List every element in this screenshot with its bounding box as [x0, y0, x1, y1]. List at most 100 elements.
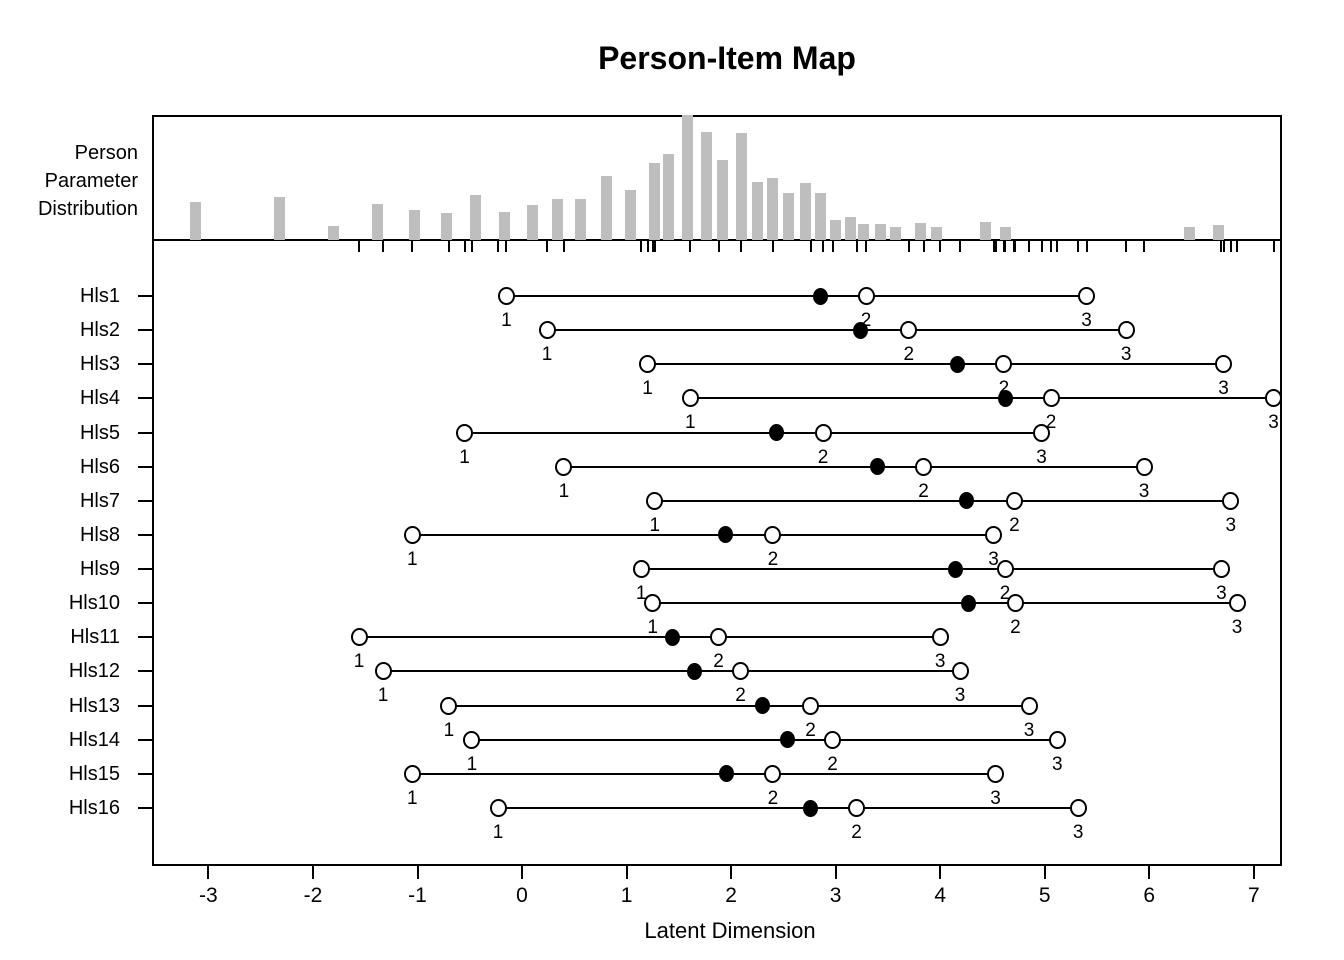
threshold-rug-tick: [1085, 240, 1088, 252]
item-label: Hls8: [79, 523, 120, 546]
threshold-category-label: 3: [954, 685, 966, 707]
threshold-circle: [463, 730, 481, 749]
histogram-bar: [875, 224, 887, 240]
item-threshold-line: [563, 465, 1145, 468]
histogram-bar: [625, 190, 637, 240]
x-axis-tick-label: 7: [1247, 884, 1260, 907]
threshold-circle: [764, 764, 782, 783]
x-axis-tick: [1043, 866, 1046, 879]
threshold-circle: [646, 491, 664, 510]
histogram-bar: [601, 176, 613, 240]
item-threshold-line: [652, 602, 1237, 605]
threshold-category-label: 3: [1225, 514, 1237, 536]
threshold-category-label: 1: [685, 412, 696, 434]
threshold-category-label: 3: [988, 548, 999, 570]
item-label: Hls11: [70, 626, 120, 649]
threshold-rug-tick: [992, 240, 995, 252]
x-axis-tick: [312, 866, 314, 879]
threshold-category-label: 2: [767, 787, 779, 809]
threshold-rug-tick: [907, 240, 910, 252]
threshold-circle: [632, 560, 650, 578]
threshold-rug-tick: [505, 240, 508, 252]
threshold-rug-tick: [1143, 240, 1145, 252]
item-location-dot: [853, 321, 869, 339]
threshold-circle: [1117, 321, 1135, 340]
histogram-bar: [783, 193, 795, 240]
threshold-rug-tick: [831, 240, 834, 252]
x-axis-tick: [207, 866, 210, 879]
x-axis-tick-label: 0: [516, 884, 528, 907]
item-axis-tick: [138, 295, 152, 297]
histogram-bar: [1183, 227, 1195, 240]
threshold-circle: [1212, 560, 1230, 578]
hist-label-line-2: Parameter: [44, 170, 138, 192]
threshold-circle: [1069, 799, 1087, 817]
item-threshold-line: [506, 295, 1087, 297]
item-axis-tick: [138, 772, 152, 775]
threshold-rug-tick: [1002, 240, 1005, 252]
item-location-dot: [768, 424, 784, 441]
threshold-circle: [857, 287, 875, 305]
histogram-bar: [799, 183, 811, 240]
item-threshold-line: [641, 568, 1222, 570]
item-axis-tick: [138, 807, 152, 809]
histogram-bar: [717, 160, 729, 240]
item-location-dot: [687, 662, 702, 680]
item-label: Hls10: [68, 592, 120, 615]
threshold-circle: [1265, 389, 1283, 408]
item-location-dot: [755, 697, 770, 715]
threshold-rug-tick: [689, 240, 692, 252]
item-location-dot: [665, 628, 681, 646]
threshold-category-label: 3: [1036, 446, 1047, 468]
item-threshold-line: [412, 533, 994, 536]
threshold-category-label: 2: [860, 310, 872, 331]
item-location-dot: [780, 731, 796, 749]
threshold-circle: [732, 662, 749, 681]
item-axis-tick: [138, 670, 152, 673]
threshold-circle: [1033, 423, 1051, 442]
threshold-category-label: 1: [407, 787, 418, 809]
item-threshold-line: [471, 738, 1058, 741]
threshold-circle: [931, 628, 949, 647]
histogram-bar: [830, 220, 842, 240]
threshold-category-label: 2: [805, 719, 816, 741]
threshold-rug-tick: [1050, 240, 1052, 252]
threshold-category-label: 2: [918, 480, 929, 502]
item-axis-tick: [138, 602, 152, 605]
threshold-category-label: 2: [998, 378, 1010, 400]
histogram-bar: [999, 227, 1011, 240]
threshold-rug-tick: [470, 240, 473, 252]
item-location-dot: [812, 287, 828, 305]
threshold-rug-tick: [822, 240, 825, 252]
histogram-bar: [858, 224, 870, 240]
item-threshold-line: [412, 772, 996, 775]
threshold-rug-tick: [646, 240, 649, 252]
threshold-rug-tick: [411, 240, 414, 252]
histogram-bar: [700, 132, 712, 240]
item-label: Hls7: [79, 489, 120, 512]
threshold-category-label: 1: [649, 514, 661, 536]
threshold-circle: [350, 628, 368, 647]
threshold-rug-tick: [497, 240, 499, 252]
person-parameter-distribution-label: Person Parameter Distribution: [0, 139, 138, 223]
threshold-category-label: 2: [999, 583, 1011, 604]
histogram-bar: [814, 193, 826, 240]
item-label: Hls12: [68, 660, 120, 683]
threshold-rug-tick: [1077, 240, 1080, 252]
threshold-category-label: 2: [903, 344, 915, 366]
threshold-category-label: 1: [466, 753, 478, 775]
threshold-rug-tick: [1056, 240, 1059, 252]
histogram-bar: [190, 202, 202, 240]
threshold-category-label: 1: [377, 685, 389, 707]
threshold-rug-tick: [1272, 240, 1275, 252]
threshold-rug-tick: [939, 240, 942, 252]
threshold-rug-tick: [640, 240, 643, 252]
threshold-rug-tick: [1229, 240, 1232, 252]
threshold-category-label: 1: [647, 617, 658, 639]
threshold-circle: [1228, 594, 1246, 613]
threshold-category-label: 1: [642, 378, 653, 400]
histogram-bar: [767, 178, 779, 240]
threshold-circle: [995, 355, 1013, 374]
item-label: Hls3: [79, 353, 120, 376]
